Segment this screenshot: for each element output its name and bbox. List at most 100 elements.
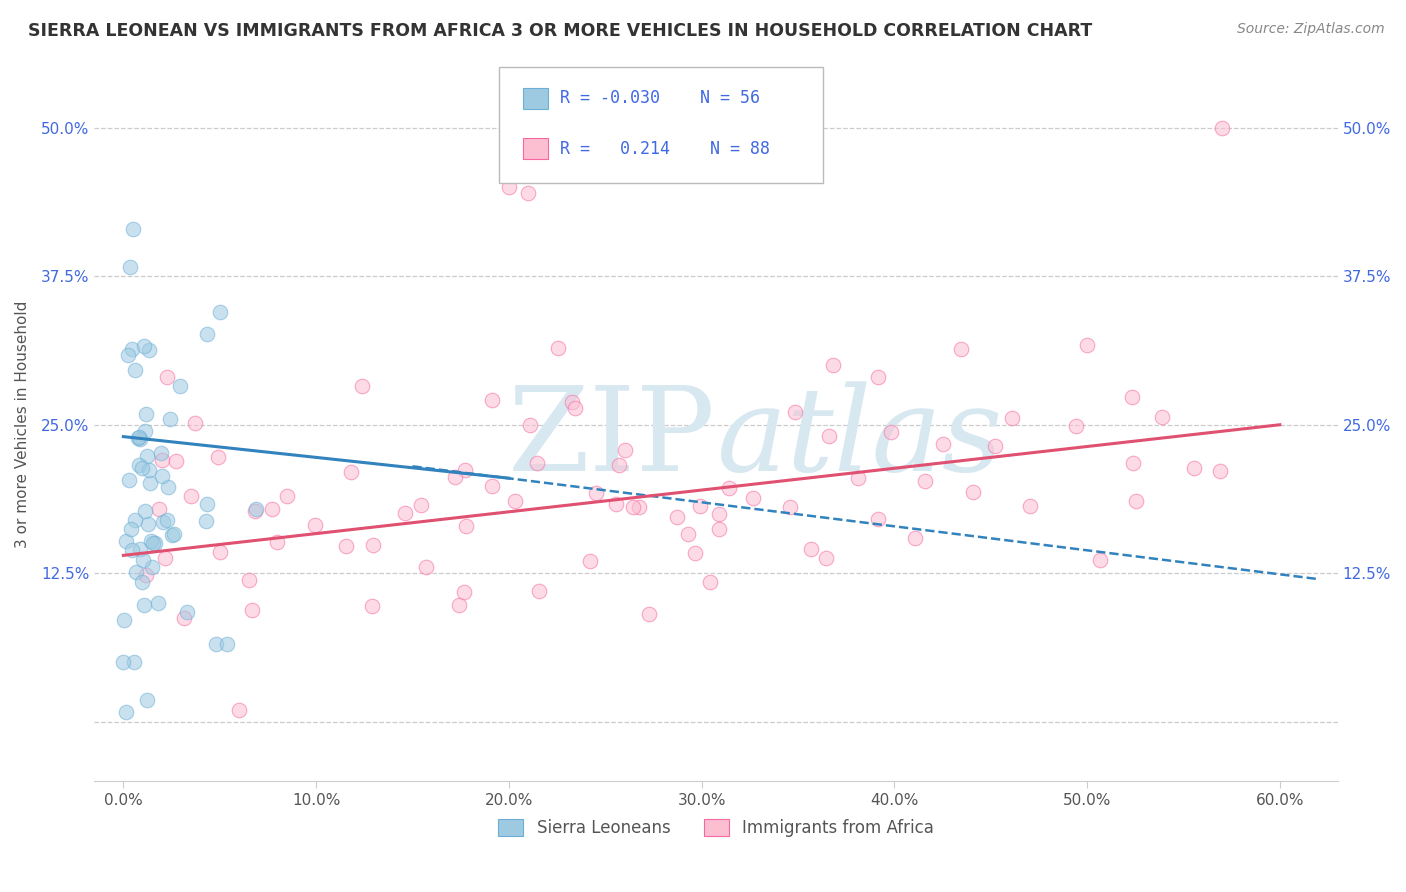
Point: [150, 469, 173, 483]
Point: [879, 425, 901, 440]
Point: [120, 260, 142, 274]
Point: [240, 603, 263, 617]
Point: [131, 553, 153, 567]
Point: [846, 471, 869, 485]
Point: [453, 585, 475, 599]
Point: [579, 554, 602, 568]
Point: [783, 404, 806, 418]
Point: [607, 458, 630, 472]
Point: [135, 693, 157, 707]
Point: [665, 510, 688, 524]
Point: [139, 533, 162, 548]
Point: [498, 180, 520, 194]
Point: [1088, 553, 1111, 567]
Point: [128, 458, 150, 472]
Point: [136, 517, 159, 532]
Point: [112, 613, 135, 627]
Point: [561, 395, 583, 409]
Point: [124, 363, 146, 377]
Point: [127, 431, 149, 445]
Point: [517, 186, 540, 201]
Point: [276, 489, 298, 503]
Point: [194, 515, 217, 529]
Point: [914, 474, 936, 488]
Point: [238, 573, 260, 587]
Point: [150, 453, 173, 467]
Point: [131, 460, 153, 475]
Point: [950, 342, 973, 356]
Point: [134, 504, 156, 518]
Point: [1209, 464, 1232, 478]
Point: [564, 401, 586, 416]
Point: [340, 466, 363, 480]
Text: ZIP: ZIP: [508, 382, 716, 496]
Point: [304, 518, 326, 533]
Point: [117, 348, 139, 362]
Point: [112, 655, 135, 669]
Point: [118, 473, 141, 487]
Point: [1122, 456, 1144, 470]
Point: [114, 705, 136, 719]
Point: [689, 499, 711, 513]
Point: [143, 536, 166, 550]
Point: [683, 546, 706, 560]
Point: [1064, 419, 1087, 434]
Point: [409, 499, 432, 513]
Point: [1182, 460, 1205, 475]
Point: [205, 637, 228, 651]
Point: [125, 565, 148, 579]
Point: [155, 369, 177, 384]
Text: atlas: atlas: [716, 382, 1002, 496]
Point: [741, 491, 763, 505]
Point: [605, 497, 627, 511]
Point: [121, 342, 143, 356]
Point: [931, 437, 953, 451]
Point: [124, 513, 146, 527]
Point: [138, 463, 160, 477]
Point: [453, 463, 475, 477]
Point: [180, 489, 202, 503]
Point: [779, 500, 801, 515]
Point: [676, 526, 699, 541]
Point: [699, 574, 721, 589]
Text: SIERRA LEONEAN VS IMMIGRANTS FROM AFRICA 3 OR MORE VEHICLES IN HOUSEHOLD CORRELA: SIERRA LEONEAN VS IMMIGRANTS FROM AFRICA…: [28, 22, 1092, 40]
Point: [443, 470, 465, 484]
Point: [153, 550, 176, 565]
Point: [160, 528, 183, 542]
Point: [115, 534, 138, 549]
Point: [217, 637, 239, 651]
Point: [163, 526, 186, 541]
Point: [1076, 338, 1098, 352]
Point: [173, 611, 195, 625]
Point: [962, 484, 984, 499]
Point: [821, 358, 844, 372]
Point: [134, 598, 156, 612]
Point: [1001, 410, 1024, 425]
Text: R =   0.214    N = 88: R = 0.214 N = 88: [560, 140, 769, 158]
Point: [134, 425, 156, 439]
Point: [481, 479, 503, 493]
Point: [149, 445, 172, 459]
Point: [637, 607, 659, 621]
Point: [800, 542, 823, 557]
Point: [361, 599, 384, 614]
Point: [122, 222, 145, 236]
Point: [505, 494, 527, 508]
Point: [139, 476, 162, 491]
Point: [121, 542, 143, 557]
Point: [621, 500, 644, 514]
Text: Source: ZipAtlas.com: Source: ZipAtlas.com: [1237, 22, 1385, 37]
Point: [1019, 500, 1042, 514]
Point: [1125, 493, 1147, 508]
Point: [352, 379, 374, 393]
Point: [135, 408, 157, 422]
Point: [984, 439, 1007, 453]
Point: [527, 584, 550, 599]
Point: [260, 502, 283, 516]
Point: [245, 502, 267, 516]
Point: [120, 522, 142, 536]
Y-axis label: 3 or more Vehicles in Household: 3 or more Vehicles in Household: [15, 301, 30, 549]
Point: [335, 539, 357, 553]
Point: [208, 305, 231, 319]
Point: [815, 550, 838, 565]
